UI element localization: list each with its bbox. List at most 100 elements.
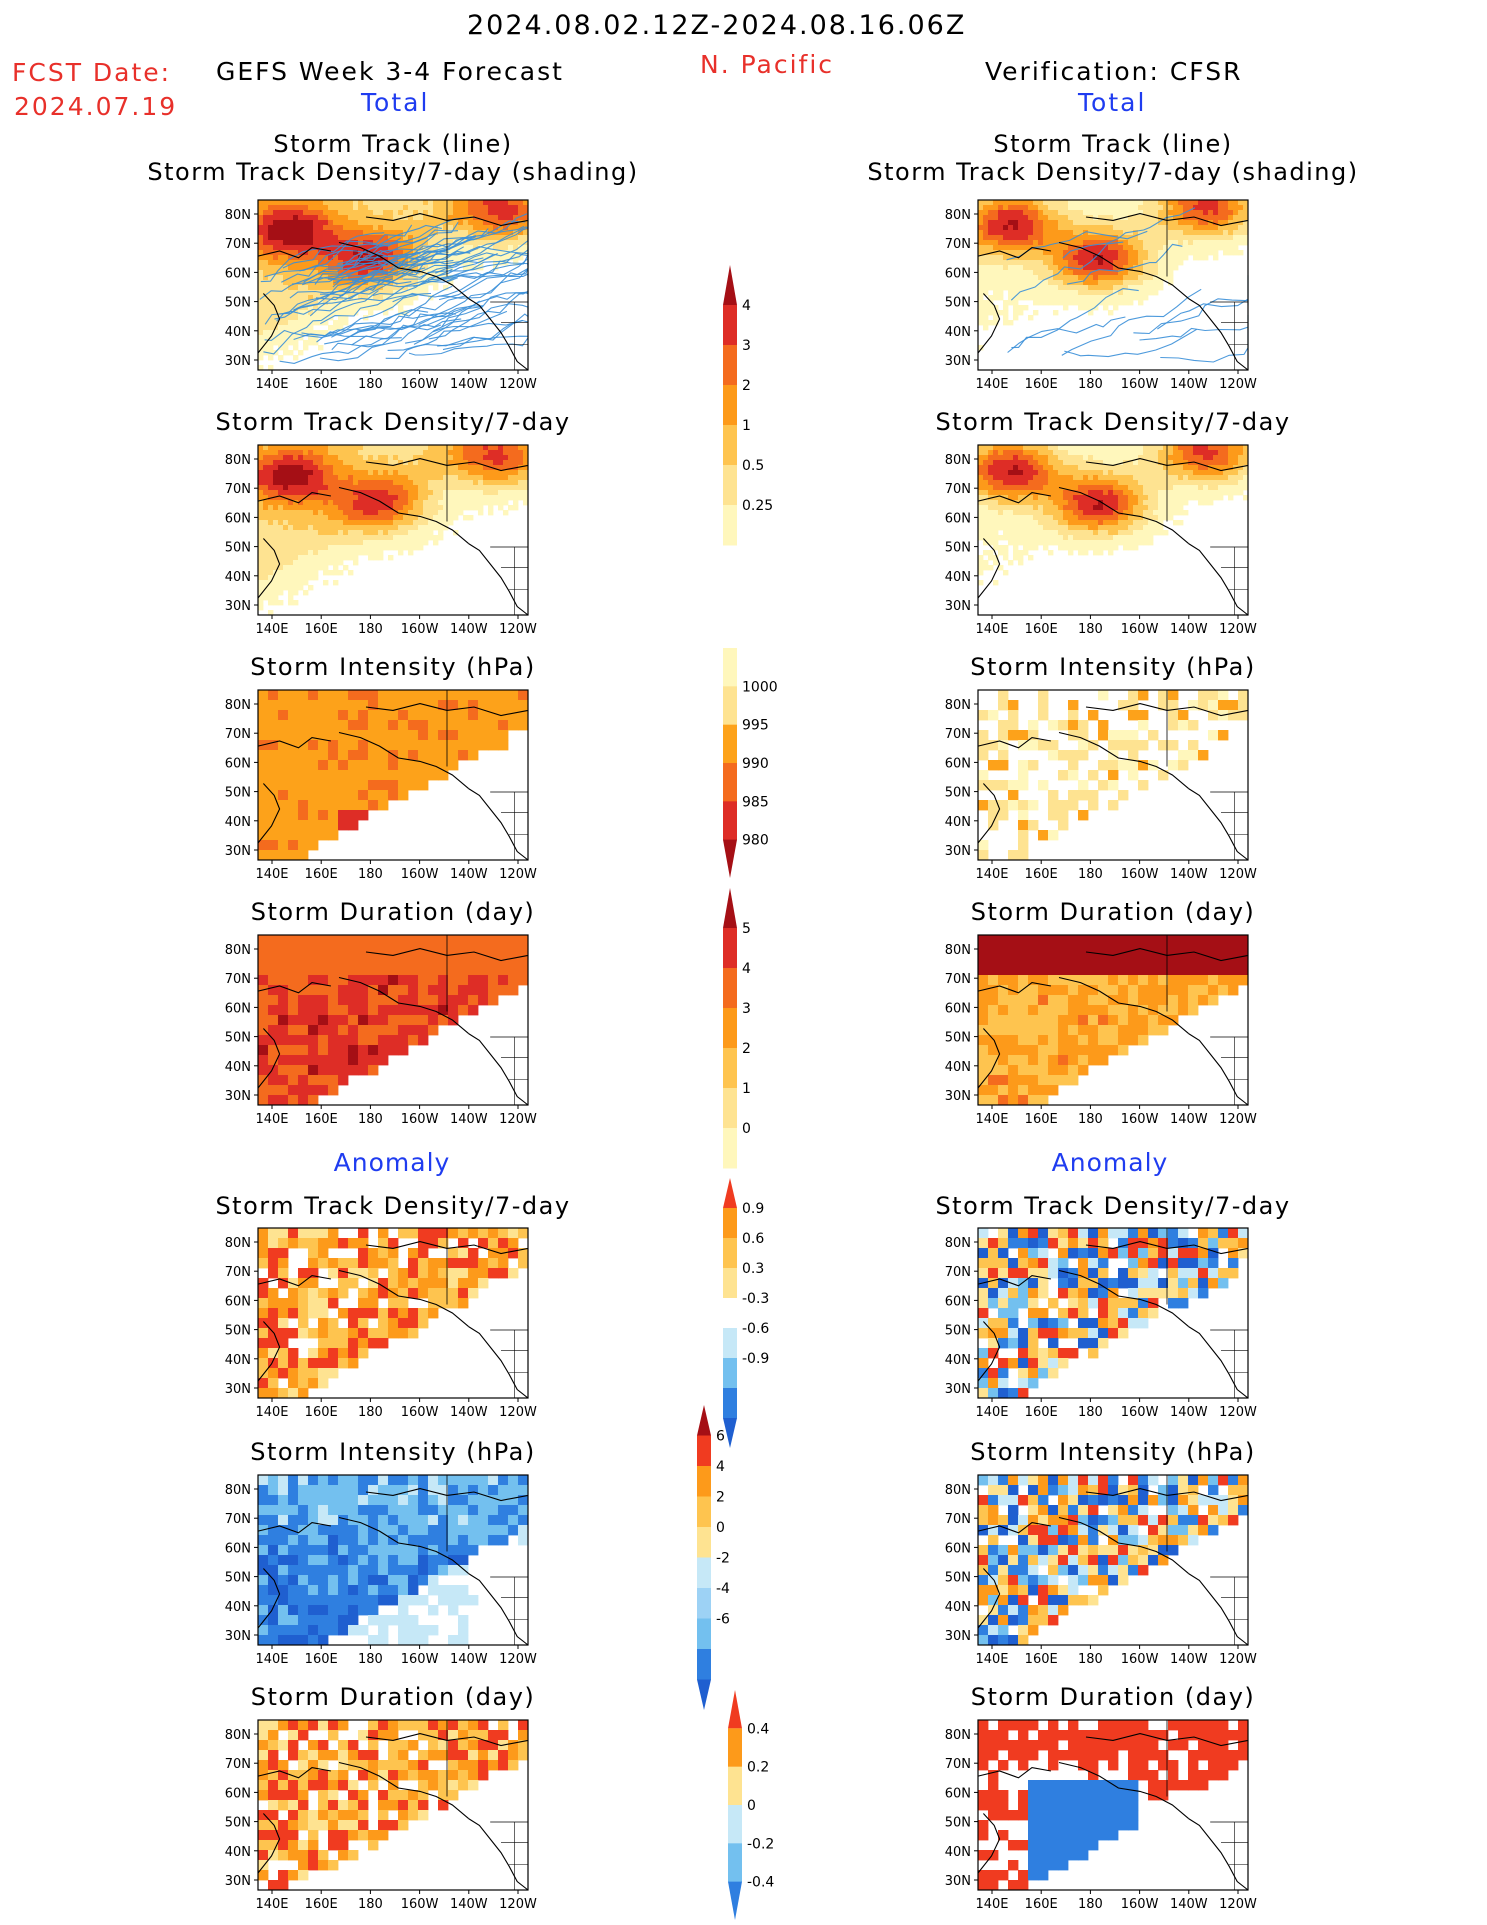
lon-tick-label: 140W [450, 1112, 488, 1127]
lon-tick-label: 140W [450, 1405, 488, 1420]
lon-tick-label: 180 [358, 377, 383, 392]
lat-tick-label: 50N [225, 1571, 251, 1586]
map-panel-fc-dur: 80N 70N 60N 50N 40N 30N 140E 160E 180 160W 140W 120… [225, 934, 537, 1127]
lat-tick-label: 60N [945, 1001, 971, 1016]
lon-tick-label: 120W [499, 377, 537, 392]
lon-tick-label: 160E [305, 622, 338, 637]
colorbar-tick-label: 990 [742, 756, 769, 772]
lon-tick-label: 180 [1078, 622, 1103, 637]
lat-tick-label: 40N [945, 325, 971, 340]
lat-tick-label: 40N [225, 325, 251, 340]
lon-tick-label: 160E [1025, 1112, 1058, 1127]
cb-anom-density-colorbar: 0.9 0.6 0.3 -0.3 -0.6 -0.9 [723, 1178, 769, 1448]
lon-tick-label: 180 [1078, 377, 1103, 392]
colorbar-tick-label: 3 [742, 1001, 751, 1017]
lon-tick-label: 180 [1078, 1897, 1103, 1912]
lat-tick-label: 60N [225, 1541, 251, 1556]
map-panel-vr-aint: 80N 70N 60N 50N 40N 30N 140E 160E 180 160W 140W 120… [945, 1474, 1257, 1667]
colorbar-tick-label: 0.5 [742, 458, 764, 474]
colorbar-tick-label: 980 [742, 833, 769, 849]
lat-tick-label: 70N [945, 972, 971, 987]
lon-tick-label: 160E [1025, 867, 1058, 882]
lat-tick-label: 70N [225, 1512, 251, 1527]
lon-tick-label: 160W [1121, 1112, 1159, 1127]
lon-tick-label: 140W [450, 1652, 488, 1667]
lon-tick-label: 140W [1170, 1112, 1208, 1127]
lon-tick-label: 140E [255, 867, 288, 882]
fcst-date-label: FCST Date: [12, 58, 172, 87]
lat-tick-label: 80N [225, 1236, 251, 1251]
lon-tick-label: 120W [1219, 867, 1257, 882]
lon-tick-label: 160W [401, 377, 439, 392]
colorbar-tick-label: 1 [742, 418, 751, 434]
lat-tick-label: 30N [945, 1382, 971, 1397]
map-panel-vr-track: 80N 70N 60N 50N 40N 30N 140E 160E 180 160W 140W 120… [945, 199, 1257, 392]
lat-tick-label: 60N [225, 511, 251, 526]
lat-tick-label: 70N [945, 1512, 971, 1527]
colorbar-tick-label: 0.9 [742, 1201, 764, 1217]
colorbar-tick-label: 4 [742, 961, 751, 977]
colorbar-tick-label: -0.2 [747, 1836, 774, 1852]
colorbar-tick-label: 1 [742, 1081, 751, 1097]
lon-tick-label: 140E [255, 377, 288, 392]
lat-tick-label: 30N [225, 599, 251, 614]
lon-tick-label: 160W [401, 1897, 439, 1912]
map-panel-vr-dens: 80N 70N 60N 50N 40N 30N 140E 160E 180 160W 140W 120… [945, 444, 1257, 637]
lat-tick-label: 70N [225, 727, 251, 742]
anomaly-label-right: Anomaly [1051, 1148, 1169, 1177]
lon-tick-label: 140W [1170, 1897, 1208, 1912]
colorbar-tick-label: 2 [742, 378, 751, 394]
lat-tick-label: 40N [225, 1845, 251, 1860]
lon-tick-label: 160E [305, 1405, 338, 1420]
lat-tick-label: 30N [945, 354, 971, 369]
lat-tick-label: 70N [225, 1757, 251, 1772]
panel-title: Storm Track Density/7-day [215, 1192, 571, 1220]
lat-tick-label: 50N [225, 296, 251, 311]
colorbar-tick-label: 3 [742, 338, 751, 354]
lat-tick-label: 50N [945, 541, 971, 556]
lon-tick-label: 160E [305, 867, 338, 882]
lon-tick-label: 180 [358, 1652, 383, 1667]
map-panel-vr-dur: 80N 70N 60N 50N 40N 30N 140E 160E 180 160W 140W 120… [945, 934, 1257, 1127]
lon-tick-label: 140E [975, 867, 1008, 882]
lon-tick-label: 120W [1219, 1112, 1257, 1127]
lat-tick-label: 80N [225, 453, 251, 468]
cb-duration-colorbar: 5 4 3 2 1 0 [723, 888, 751, 1169]
lat-tick-label: 70N [945, 1757, 971, 1772]
panel-title: Storm Track Density/7-day [935, 408, 1291, 436]
panel-title: Storm Intensity (hPa) [250, 653, 536, 681]
total-label-left: Total [361, 88, 430, 117]
lat-tick-label: 50N [225, 1031, 251, 1046]
colorbar-tick-label: 0 [742, 1121, 751, 1137]
panel-title: Storm Duration (day) [970, 1683, 1256, 1711]
lat-tick-label: 50N [945, 1816, 971, 1831]
colorbar-tick-label: 6 [716, 1429, 725, 1445]
lat-tick-label: 80N [945, 1728, 971, 1743]
lon-tick-label: 180 [1078, 867, 1103, 882]
lat-tick-label: 30N [225, 1382, 251, 1397]
lon-tick-label: 140E [975, 1405, 1008, 1420]
colorbar-tick-label: -0.4 [747, 1875, 774, 1891]
lat-tick-label: 80N [945, 1236, 971, 1251]
panel-subtitle: Storm Track Density/7-day (shading) [147, 158, 639, 186]
lon-tick-label: 120W [499, 1112, 537, 1127]
lon-tick-label: 160W [1121, 1405, 1159, 1420]
map-panel-fc-dens: 80N 70N 60N 50N 40N 30N 140E 160E 180 160W 140W 120… [225, 444, 537, 637]
lat-tick-label: 30N [225, 844, 251, 859]
lon-tick-label: 120W [499, 622, 537, 637]
colorbar-tick-label: 995 [742, 718, 769, 734]
lon-tick-label: 140E [975, 1897, 1008, 1912]
lon-tick-label: 140E [255, 1112, 288, 1127]
panel-title: Storm Intensity (hPa) [970, 1438, 1256, 1466]
map-panel-vr-int: 80N 70N 60N 50N 40N 30N 140E 160E 180 160W 140W 120… [945, 689, 1257, 882]
map-panel-vr-adur: 80N 70N 60N 50N 40N 30N 140E 160E 180 160W 140W 120… [945, 1719, 1257, 1912]
lon-tick-label: 160E [1025, 1897, 1058, 1912]
lon-tick-label: 120W [1219, 1405, 1257, 1420]
map-panel-fc-int: 80N 70N 60N 50N 40N 30N 140E 160E 180 160W 140W 120… [225, 689, 537, 882]
lat-tick-label: 40N [225, 1353, 251, 1368]
verification-title: Verification: CFSR [985, 57, 1243, 86]
lon-tick-label: 140E [975, 1652, 1008, 1667]
map-panel-vr-adens: 80N 70N 60N 50N 40N 30N 140E 160E 180 160W 140W 120… [945, 1227, 1257, 1420]
lon-tick-label: 160E [305, 377, 338, 392]
lat-tick-label: 80N [225, 1728, 251, 1743]
